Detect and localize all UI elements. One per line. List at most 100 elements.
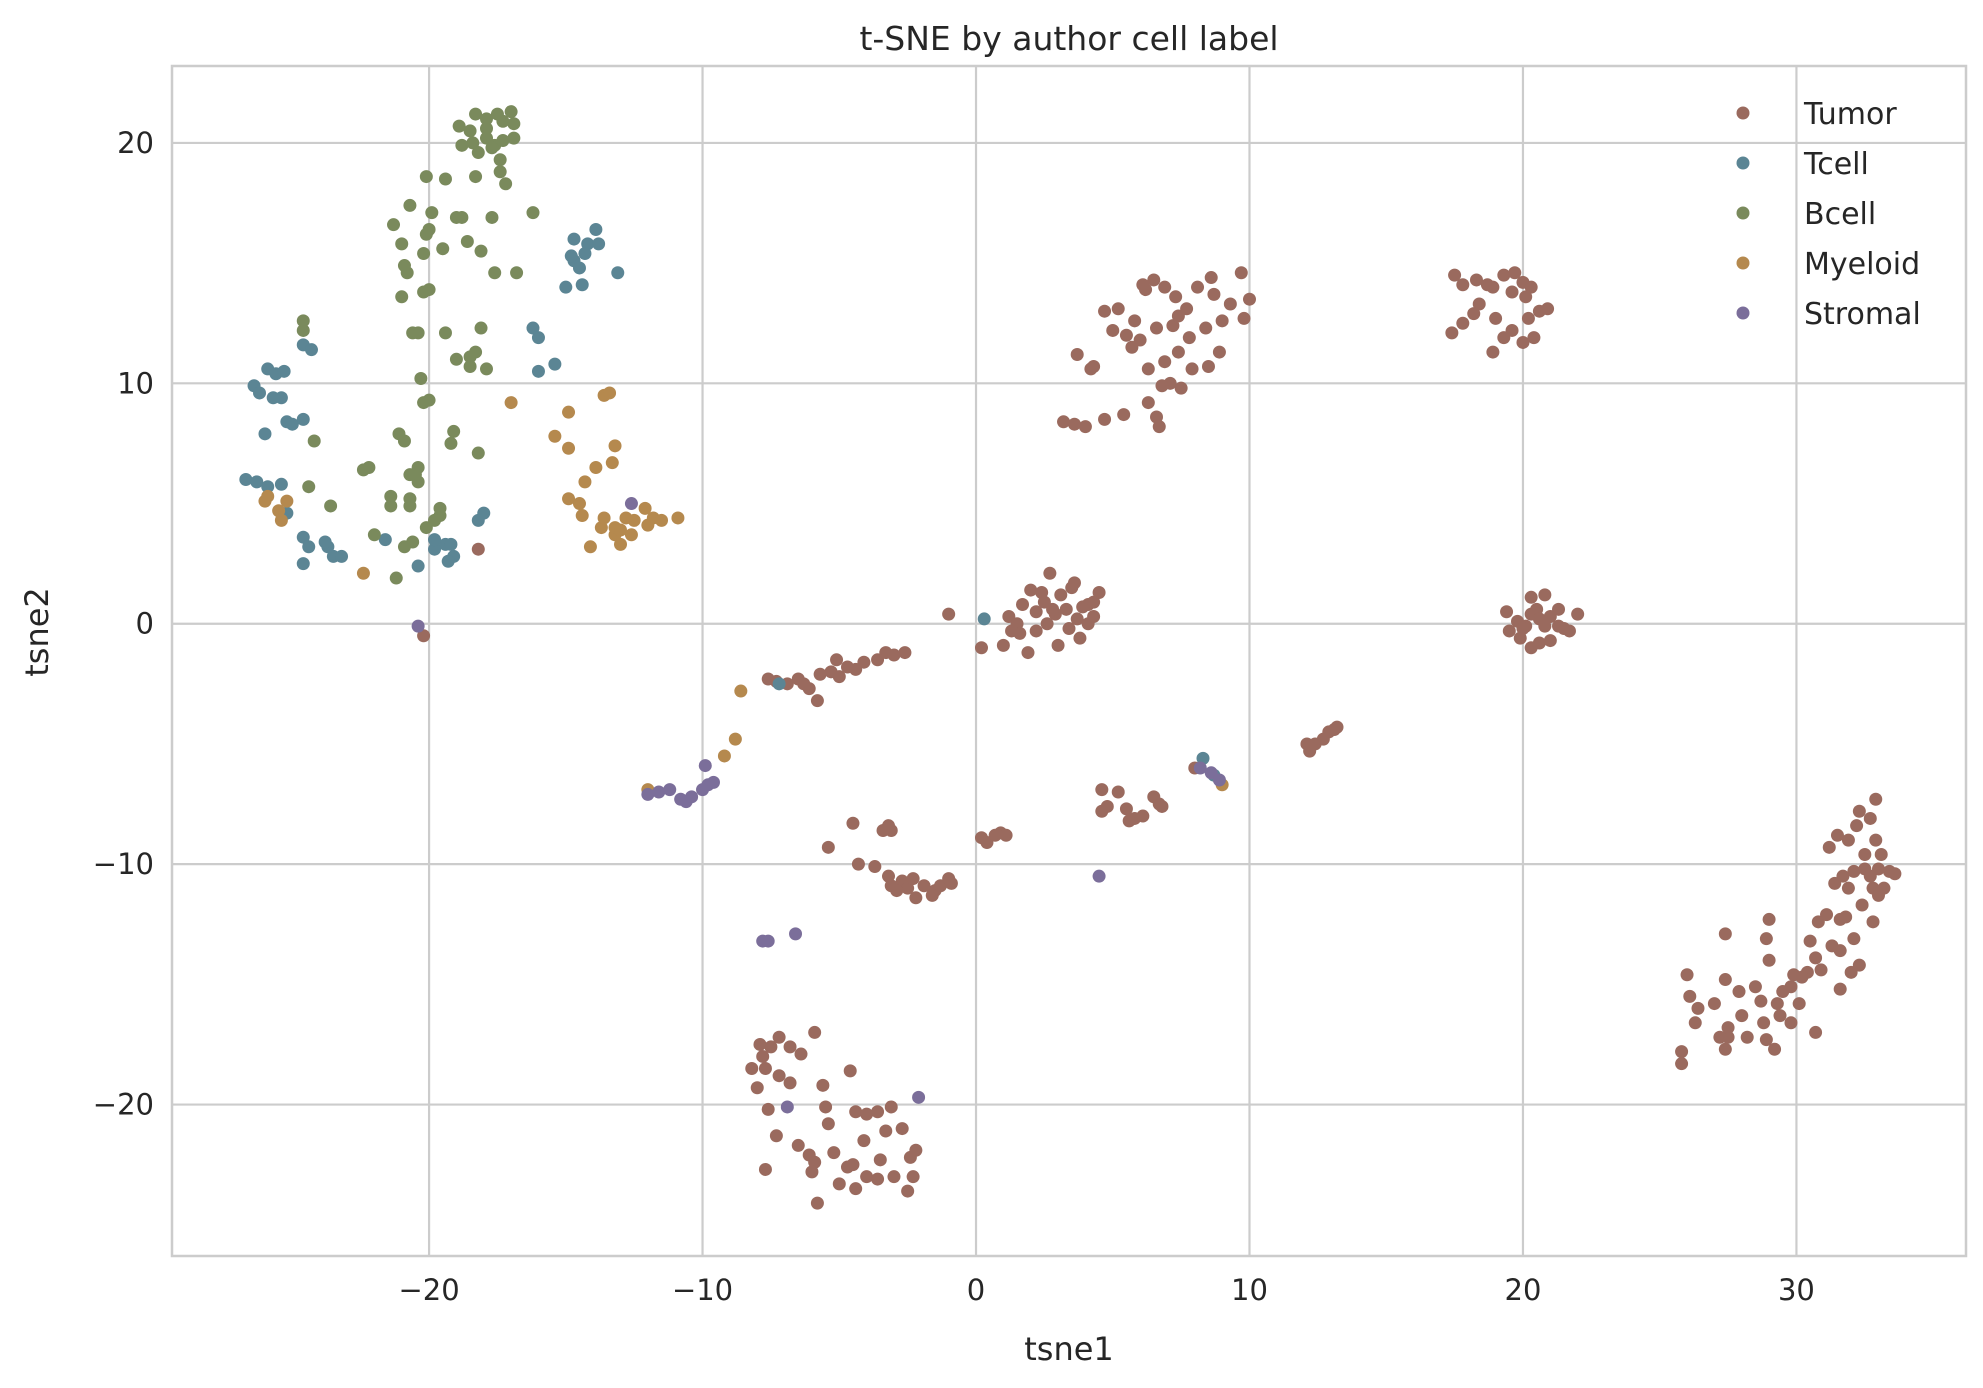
point-bcell <box>479 362 493 376</box>
point-tcell <box>274 391 288 405</box>
point-tumor <box>1858 848 1872 862</box>
point-tumor <box>1718 927 1732 941</box>
point-tcell <box>261 480 275 494</box>
point-tcell <box>411 559 425 573</box>
point-tumor <box>1021 646 1035 660</box>
point-tumor <box>1532 612 1546 626</box>
point-tumor <box>1150 321 1164 335</box>
point-tumor <box>1237 311 1251 325</box>
point-stromal <box>652 785 666 799</box>
point-tumor <box>1204 271 1218 285</box>
legend-label: Tcell <box>1803 147 1869 182</box>
point-tumor <box>1809 951 1823 965</box>
point-bcell <box>422 393 436 407</box>
point-myeloid <box>575 509 589 523</box>
point-tumor <box>1691 1001 1705 1015</box>
point-tumor <box>1448 268 1462 282</box>
point-tumor <box>1516 335 1530 349</box>
point-tumor <box>816 1078 830 1092</box>
point-myeloid <box>671 511 685 525</box>
point-tumor <box>1242 292 1256 306</box>
point-stromal <box>706 775 720 789</box>
point-tumor <box>1803 934 1817 948</box>
point-tcell <box>304 343 318 357</box>
point-tcell <box>274 477 288 491</box>
point-tumor <box>1869 792 1883 806</box>
point-stromal <box>789 927 803 941</box>
point-tumor <box>1223 297 1237 311</box>
point-tumor <box>1770 997 1784 1011</box>
point-tumor <box>1688 1016 1702 1030</box>
point-tumor <box>1513 631 1527 645</box>
point-bcell <box>403 499 417 513</box>
point-myeloid <box>717 749 731 763</box>
point-tumor <box>1833 982 1847 996</box>
series-tumor <box>417 266 1902 1210</box>
point-tumor <box>1874 848 1888 862</box>
point-stromal <box>685 790 699 804</box>
point-bcell <box>485 210 499 224</box>
point-tumor <box>1480 278 1494 292</box>
point-myeloid <box>655 513 669 527</box>
point-tumor <box>1809 1025 1823 1039</box>
point-tumor <box>1152 420 1166 434</box>
point-tumor <box>1111 785 1125 799</box>
point-tumor <box>1524 280 1538 294</box>
point-bcell <box>504 105 518 119</box>
x-tick-label: 30 <box>1778 1273 1815 1307</box>
point-tcell <box>428 542 442 556</box>
point-tumor <box>1087 360 1101 374</box>
point-myeloid <box>641 518 655 532</box>
point-stromal <box>1092 869 1106 883</box>
legend-item-bcell: Bcell <box>1736 197 1876 232</box>
point-tcell <box>575 278 589 292</box>
point-tumor <box>1855 898 1869 912</box>
point-tumor <box>884 823 898 837</box>
point-tumor <box>1486 345 1500 359</box>
data-points <box>239 105 1902 1210</box>
point-tumor <box>797 677 811 691</box>
point-bcell <box>302 480 316 494</box>
point-tumor <box>1675 1045 1689 1059</box>
point-tumor <box>871 1172 885 1186</box>
point-bcell <box>444 436 458 450</box>
point-bcell <box>397 259 411 273</box>
point-tumor <box>849 1182 863 1196</box>
point-tumor <box>879 1124 893 1138</box>
point-bcell <box>324 499 338 513</box>
point-tumor <box>1141 362 1155 376</box>
point-tumor <box>783 1076 797 1090</box>
point-tumor <box>1757 1016 1771 1030</box>
point-myeloid <box>605 456 619 470</box>
point-bcell <box>496 134 510 148</box>
point-myeloid <box>562 405 576 419</box>
point-tumor <box>1721 1021 1735 1035</box>
point-tumor <box>1128 314 1142 328</box>
point-tumor <box>1155 799 1169 813</box>
point-tcell <box>592 237 606 251</box>
point-tumor <box>1524 590 1538 604</box>
point-tumor <box>1067 576 1081 590</box>
point-tumor <box>1541 302 1555 316</box>
point-tumor <box>821 1117 835 1131</box>
point-tumor <box>821 840 835 854</box>
point-tumor <box>860 1107 874 1121</box>
point-bcell <box>466 136 480 150</box>
point-tumor <box>1847 864 1861 878</box>
point-tumor <box>764 1040 778 1054</box>
point-tumor <box>1119 328 1133 342</box>
point-tumor <box>1562 624 1576 638</box>
point-tumor <box>840 660 854 674</box>
point-tumor <box>999 828 1013 842</box>
point-bcell <box>493 165 507 179</box>
point-tumor <box>1784 1016 1798 1030</box>
point-tumor <box>1182 331 1196 345</box>
point-tumor <box>1073 631 1087 645</box>
point-bcell <box>479 122 493 136</box>
point-myeloid <box>504 396 518 410</box>
point-bcell <box>414 372 428 386</box>
point-tumor <box>1732 985 1746 999</box>
point-bcell <box>499 177 513 191</box>
point-bcell <box>469 107 483 121</box>
